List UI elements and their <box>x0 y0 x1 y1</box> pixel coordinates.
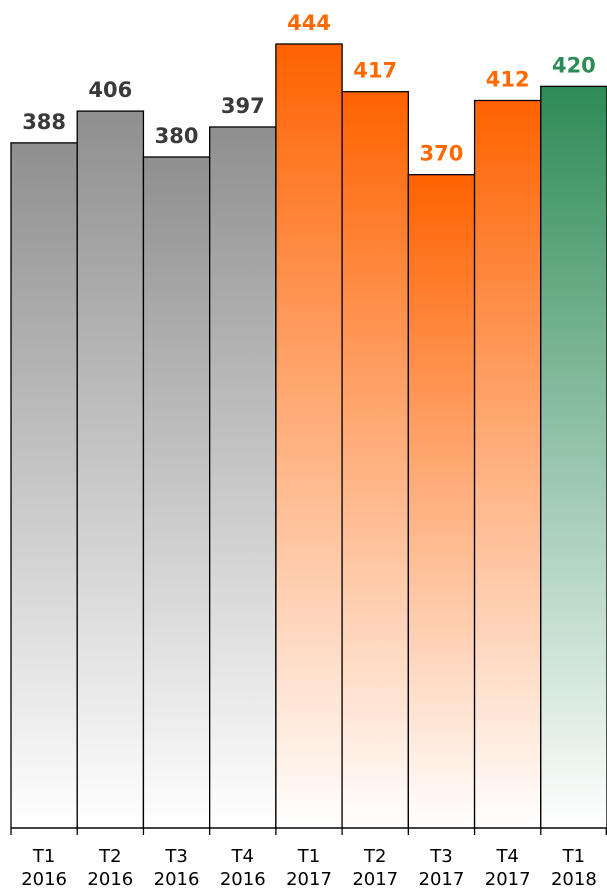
value-label: 380 <box>155 124 199 148</box>
x-tick-label: T2 2016 <box>87 846 133 890</box>
bars-group <box>10 43 607 829</box>
value-label: 420 <box>552 53 596 77</box>
bar-t3-2016 <box>142 156 211 829</box>
x-tick-label: T3 2016 <box>154 846 200 890</box>
value-label: 417 <box>353 59 397 83</box>
bar-t2-2016 <box>76 110 145 829</box>
x-tick-label: T1 2018 <box>551 846 597 890</box>
bar-t4-2017 <box>473 99 542 829</box>
value-label: 370 <box>420 142 464 166</box>
x-tick-label: T1 2017 <box>286 846 332 890</box>
x-axis: T1 2016 T2 2016 T3 2016 T4 2016 T1 2017 T2 2017 T3 20… <box>10 827 607 890</box>
value-label: 444 <box>287 11 331 35</box>
bar-t3-2017 <box>407 174 476 829</box>
value-label: 397 <box>221 94 265 118</box>
x-tick-label: T4 2017 <box>485 846 531 890</box>
x-tick-label: T1 2016 <box>21 846 67 890</box>
x-tick-label: T2 2017 <box>352 846 398 890</box>
bar-t4-2016 <box>209 126 277 829</box>
value-label: 388 <box>22 110 66 134</box>
x-tick-label: T3 2017 <box>419 846 465 890</box>
bar-t1-2017 <box>275 43 343 829</box>
bar-t1-2016 <box>10 142 78 829</box>
value-label: 412 <box>486 68 530 92</box>
value-label: 406 <box>88 78 132 102</box>
value-labels-group: 388 406 380 397 444 417 370 412 420 <box>22 11 596 166</box>
x-tick-label: T4 2016 <box>220 846 266 890</box>
bar-t1-2018 <box>540 85 607 829</box>
bar-t2-2017 <box>341 91 409 829</box>
